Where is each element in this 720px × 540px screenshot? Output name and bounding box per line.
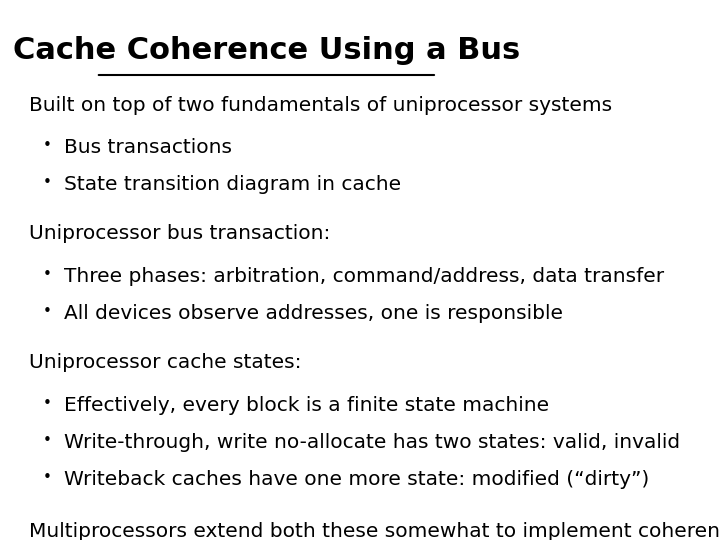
Text: •: • [42, 138, 52, 153]
Text: •: • [42, 267, 52, 282]
Text: Three phases: arbitration, command/address, data transfer: Three phases: arbitration, command/addre… [64, 267, 664, 286]
Text: Uniprocessor bus transaction:: Uniprocessor bus transaction: [30, 225, 330, 244]
Text: All devices observe addresses, one is responsible: All devices observe addresses, one is re… [64, 304, 563, 323]
Text: •: • [42, 433, 52, 448]
Text: •: • [42, 304, 52, 319]
Text: Built on top of two fundamentals of uniprocessor systems: Built on top of two fundamentals of unip… [30, 96, 613, 114]
Text: Bus transactions: Bus transactions [64, 138, 232, 157]
Text: Writeback caches have one more state: modified (“dirty”): Writeback caches have one more state: mo… [64, 470, 649, 489]
Text: Cache Coherence Using a Bus: Cache Coherence Using a Bus [13, 36, 520, 65]
Text: Uniprocessor cache states:: Uniprocessor cache states: [30, 353, 302, 372]
Text: Effectively, every block is a finite state machine: Effectively, every block is a finite sta… [64, 396, 549, 415]
Text: •: • [42, 470, 52, 485]
Text: Write-through, write no-allocate has two states: valid, invalid: Write-through, write no-allocate has two… [64, 433, 680, 452]
Text: •: • [42, 396, 52, 411]
Text: State transition diagram in cache: State transition diagram in cache [64, 176, 401, 194]
Text: •: • [42, 176, 52, 191]
Text: Multiprocessors extend both these somewhat to implement coherence: Multiprocessors extend both these somewh… [30, 522, 720, 540]
